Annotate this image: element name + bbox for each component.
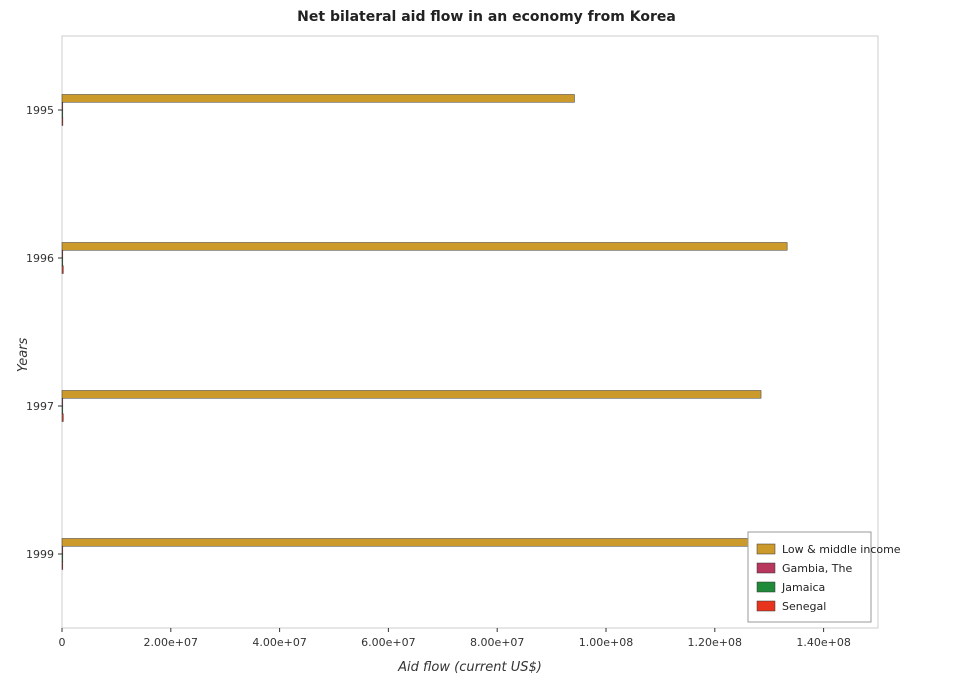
bar-low-middle-income-1996 <box>61 242 788 251</box>
x-tick-label: 2.00e+07 <box>144 636 198 649</box>
bar-gambia-the-1999 <box>61 546 64 555</box>
bar-gambia-the-1995 <box>61 102 64 111</box>
x-tick-label: 4.00e+07 <box>252 636 306 649</box>
x-tick-label: 8.00e+07 <box>470 636 524 649</box>
bar-jamaica-1997 <box>61 405 64 414</box>
y-tick-label: 1999 <box>26 548 54 561</box>
bar-low-middle-income-1999 <box>61 538 836 547</box>
legend-swatch <box>756 562 776 574</box>
bar-jamaica-1999 <box>61 553 64 562</box>
bar-jamaica-1996 <box>61 257 64 266</box>
x-tick-label: 1.40e+08 <box>796 636 850 649</box>
legend-swatch <box>756 600 776 612</box>
chart-title: Net bilateral aid flow in an economy fro… <box>297 9 676 25</box>
y-axis-title: Years <box>16 337 31 372</box>
legend-label: Gambia, The <box>782 562 852 575</box>
y-axis-ticks: 1995 1996 1997 1999 <box>26 104 62 561</box>
x-tick-label: 1.20e+08 <box>688 636 742 649</box>
x-axis-ticks: 0 2.00e+07 4.00e+07 6.00e+07 8.00e+07 1.00e+0… <box>59 628 851 649</box>
legend-label: Low & middle income <box>782 543 901 556</box>
bar-senegal-1999 <box>61 561 64 570</box>
bar-gambia-the-1997 <box>61 398 64 407</box>
plot-area-border <box>61 35 879 629</box>
legend-label: Jamaica <box>781 581 825 594</box>
bar-senegal-1996 <box>61 265 64 274</box>
legend-label: Senegal <box>782 600 826 613</box>
legend: Low & middle income Gambia, The Jamaica Sen… <box>747 531 901 623</box>
bar-senegal-1997 <box>61 413 64 422</box>
bar-jamaica-1995 <box>61 109 64 118</box>
x-tick-label: 0 <box>59 636 66 649</box>
plot-frame <box>61 35 879 629</box>
legend-swatch <box>756 543 776 555</box>
y-tick-label: 1995 <box>26 104 54 117</box>
x-axis-title: Aid flow (current US$) <box>397 660 542 675</box>
x-tick-label: 1.00e+08 <box>579 636 633 649</box>
x-tick-label: 6.00e+07 <box>361 636 415 649</box>
bar-gambia-the-1996 <box>61 250 64 259</box>
y-tick-label: 1997 <box>26 400 54 413</box>
bar-low-middle-income-1997 <box>61 390 762 399</box>
legend-swatch <box>756 581 776 593</box>
bars <box>61 94 836 570</box>
y-tick-label: 1996 <box>26 252 54 265</box>
bar-low-middle-income-1995 <box>61 94 575 103</box>
bar-senegal-1995 <box>61 117 64 126</box>
